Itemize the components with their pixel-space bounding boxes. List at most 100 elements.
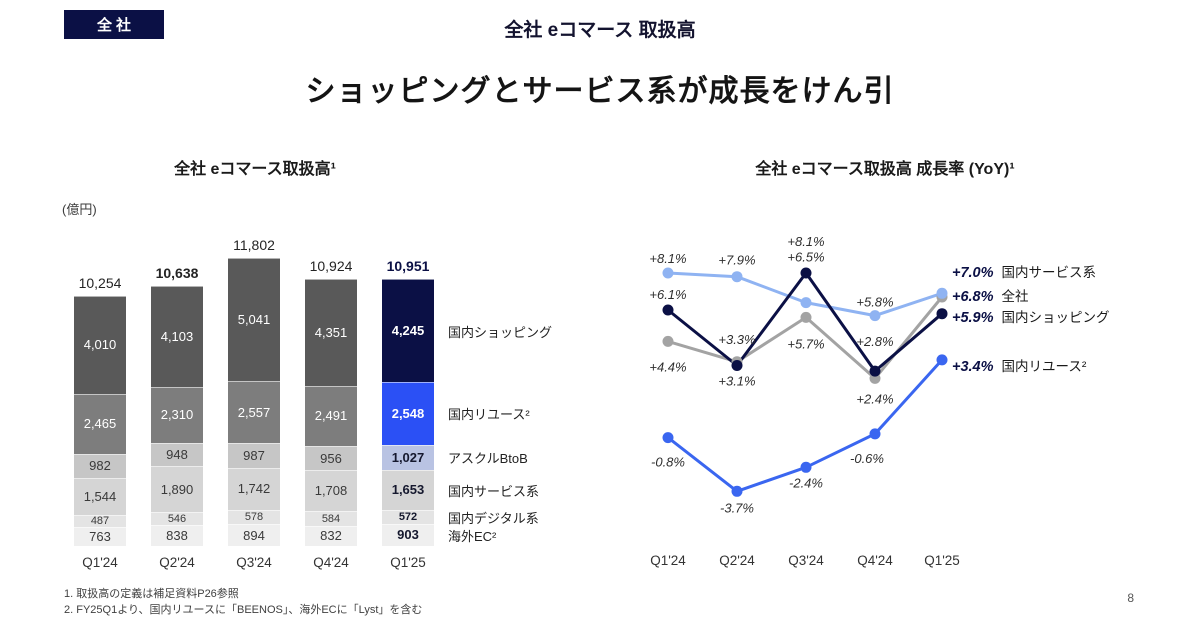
- point-label: -0.8%: [651, 455, 685, 470]
- bar-category-label: Q1'24: [82, 555, 118, 570]
- bar-segment: 2,310: [151, 386, 203, 443]
- bar-segment: 2,548: [382, 382, 434, 445]
- data-point: [731, 360, 743, 371]
- bar-segment: 546: [151, 512, 203, 526]
- bar-series-label: 国内ショッピング: [448, 324, 553, 340]
- bar-segment: 1,890: [151, 466, 203, 513]
- bar-segment: 956: [305, 446, 357, 470]
- data-point: [662, 432, 674, 444]
- bar-total-value: 10,254: [78, 274, 122, 291]
- bar-category-label: Q4'24: [313, 555, 349, 570]
- point-label: -2.4%: [789, 475, 823, 490]
- point-label: +5.7%: [787, 336, 824, 351]
- data-point: [662, 335, 674, 347]
- bar-series-label: 海外EC²: [448, 528, 497, 544]
- bar-segment: 487: [74, 515, 126, 527]
- series-end-label: +3.4% 国内リユース²: [952, 359, 1087, 375]
- bar-segment: 1,653: [382, 469, 434, 510]
- point-label: +2.8%: [856, 334, 893, 349]
- data-point: [731, 271, 743, 283]
- data-point: [662, 304, 674, 316]
- bar-segment: 2,465: [74, 393, 126, 454]
- series-end-label: +6.8% 全社: [952, 288, 1029, 305]
- line-chart-title: 全社 eコマース取扱高 成長率 (YoY)¹: [755, 161, 1015, 178]
- slide-headline: ショッピングとサービス系が成長をけん引: [305, 75, 895, 108]
- bar-segment: 763: [74, 527, 126, 546]
- bar-category-label: Q3'24: [236, 555, 272, 570]
- series-end-name: 全社: [1002, 288, 1029, 304]
- slide-header-title: 全社 eコマース 取扱高: [504, 20, 696, 41]
- bar-chart-title: 全社 eコマース取扱高¹: [174, 161, 336, 178]
- bar-series-label: 国内サービス系: [448, 483, 540, 499]
- data-point: [800, 267, 812, 279]
- bar-total-value: 10,951: [386, 257, 430, 274]
- bar-category-label: Q1'25: [390, 555, 426, 570]
- point-label: +5.8%: [856, 295, 893, 310]
- point-label: +8.1%: [787, 234, 824, 249]
- bar-segment: 2,491: [305, 385, 357, 447]
- data-point: [869, 365, 881, 377]
- line-category-label: Q4'24: [857, 553, 893, 568]
- data-point: [869, 310, 881, 322]
- bar-segment: 987: [228, 443, 280, 468]
- bar-segment: 1,544: [74, 477, 126, 516]
- bar-category-label: Q2'24: [159, 555, 195, 570]
- bar-segment: 903: [382, 523, 434, 546]
- bar-segment: 578: [228, 510, 280, 525]
- bar-total-value: 11,802: [233, 237, 275, 254]
- line-category-label: Q1'24: [650, 553, 686, 568]
- bar-segment: 4,103: [151, 286, 203, 387]
- bar-segment: 838: [151, 525, 203, 546]
- series-end-value: +3.4%: [952, 359, 994, 375]
- bar-segment: 4,010: [74, 295, 126, 394]
- series-end-value: +7.0%: [952, 265, 994, 281]
- point-label: +3.1%: [718, 374, 755, 389]
- point-label: +3.3%: [718, 332, 755, 347]
- bar-total-value: 10,638: [155, 265, 199, 282]
- point-label: -3.7%: [720, 500, 754, 515]
- bar-segment: 982: [74, 453, 126, 478]
- footnote-2: 2. FY25Q1より、国内リユースに「BEENOS」、海外ECに「Lyst」を…: [64, 604, 423, 616]
- data-point: [800, 461, 812, 473]
- bar-segment: 4,351: [305, 279, 357, 386]
- data-point: [869, 428, 881, 440]
- data-point: [936, 354, 948, 366]
- data-point: [731, 485, 743, 497]
- bar-segment: 4,245: [382, 278, 434, 383]
- bar-series-label: 国内デジタル系: [448, 510, 539, 526]
- line-category-label: Q2'24: [719, 553, 755, 568]
- point-label: +4.4%: [649, 359, 686, 374]
- series-end-value: +5.9%: [952, 310, 994, 326]
- line-series-0: [666, 271, 944, 318]
- bar-segment: 572: [382, 509, 434, 524]
- bar-segment: 584: [305, 511, 357, 526]
- growth-line-chart: +8.1% +7.9% +6.5% +5.8% +7.0% 国内サービス系 +4.4% +3.…: [649, 234, 1109, 568]
- bar-segment: 832: [305, 525, 357, 546]
- bar-segment: 894: [228, 524, 280, 546]
- bar-segment: 1,708: [305, 469, 357, 512]
- bar-series-label: 国内リユース²: [448, 407, 530, 423]
- point-label: +2.4%: [856, 391, 893, 406]
- data-point: [662, 267, 674, 279]
- data-point: [800, 311, 812, 323]
- bar-segment: 2,557: [228, 381, 280, 444]
- page-number: 8: [1127, 591, 1134, 605]
- bar-segment: 5,041: [228, 258, 280, 382]
- bar-chart-unit-label: (億円): [62, 202, 97, 217]
- footnote-1: 1. 取扱高の定義は補足資料P26参照: [64, 588, 239, 600]
- line-category-label: Q1'25: [924, 553, 960, 568]
- company-wide-badge: 全社: [64, 10, 164, 39]
- point-label: +6.1%: [649, 287, 686, 302]
- point-label: +6.5%: [787, 250, 824, 265]
- data-point: [936, 308, 948, 320]
- line-category-label: Q3'24: [788, 553, 824, 568]
- bar-total-value: 10,924: [309, 258, 353, 275]
- point-label: -0.6%: [850, 451, 884, 466]
- point-label: +8.1%: [649, 251, 686, 266]
- bar-segment: 948: [151, 442, 203, 467]
- bar-segment: 1,742: [228, 467, 280, 510]
- series-end-value: +6.8%: [952, 289, 994, 305]
- series-end-name: 国内リユース²: [1002, 359, 1087, 374]
